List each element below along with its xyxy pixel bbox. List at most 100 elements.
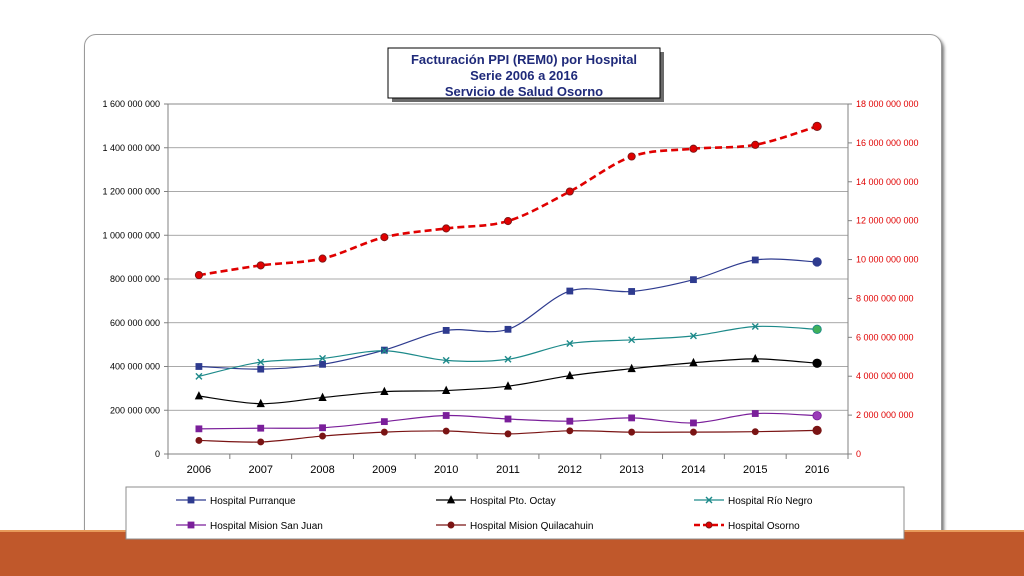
data-point-hospital-mision-san-juan: [628, 414, 636, 422]
right-tick-label: 6 000 000 000: [856, 332, 914, 342]
data-point-hospital-purranque: [751, 256, 759, 264]
series-line-hospital-osorno: [198, 125, 818, 277]
legend-marker-stroke: [705, 496, 713, 504]
right-tick-label: 4 000 000 000: [856, 371, 914, 381]
data-point-hospital-pto-octay: [751, 353, 760, 363]
data-point-hospital-mision-quilacahuin: [257, 438, 265, 446]
data-point-hospital-osorno: [503, 217, 513, 226]
data-point-hospital-mision-san-juan: [442, 412, 450, 419]
x-tick-label: 2012: [558, 464, 582, 476]
chart-title-line: Servicio de Salud Osorno: [445, 84, 603, 99]
data-point-hospital-rio-negro-stroke: [442, 356, 450, 364]
data-point-hospital-pto-octay: [256, 398, 265, 408]
legend: Hospital Purranque Hospital Pto. Octay Hos…: [125, 486, 905, 540]
data-point-hospital-purranque: [442, 327, 450, 334]
data-point-hospital-mision-quilacahuin: [442, 427, 450, 435]
chart-title-box: Facturación PPI (REM0) por HospitalSerie…: [387, 47, 664, 102]
data-point-hospital-osorno: [318, 254, 327, 263]
data-point-hospital-purranque: [195, 363, 203, 370]
data-point-hospital-osorno: [442, 224, 451, 233]
data-point-hospital-rio-negro-stroke: [319, 354, 327, 362]
data-point-hospital-rio-negro: [628, 336, 636, 344]
right-tick-label: 0: [856, 449, 861, 459]
data-point-hospital-mision-quilacahuin: [566, 427, 574, 435]
series-markers: [194, 121, 822, 446]
right-tick-label: 18 000 000 000: [856, 99, 919, 109]
data-point-hospital-pto-octay: [442, 385, 451, 394]
data-point-hospital-mision-san-juan: [751, 410, 759, 417]
left-axis-ticks: 0 200 000 000 400 000 000 600 000 000 800 00…: [102, 99, 168, 459]
data-point-hospital-rio-negro: [442, 356, 450, 364]
right-tick-label: 16 000 000 000: [856, 138, 919, 148]
data-point-hospital-rio-negro: [319, 354, 327, 362]
legend-label: Hospital Pto. Octay: [470, 496, 556, 507]
legend-label: Hospital Osorno: [728, 521, 800, 532]
data-point-hospital-osorno: [627, 152, 636, 161]
legend-label: Hospital Mision San Juan: [210, 521, 323, 532]
legend-marker: [447, 521, 455, 529]
data-point-hospital-purranque: [628, 288, 636, 295]
right-tick-label: 8 000 000 000: [856, 293, 914, 303]
data-point-hospital-osorno: [812, 121, 822, 132]
data-point-hospital-osorno: [256, 261, 265, 270]
gridlines: [168, 103, 848, 411]
x-axis-ticks: 2006 2007 2008 2009 2010 2011 2012 2013 2014 2015…: [167, 454, 849, 476]
data-point-hospital-rio-negro: [380, 347, 388, 355]
legend-item-hospital-pto-octay: Hospital Pto. Octay: [436, 495, 556, 507]
legend-marker: [187, 496, 195, 504]
data-point-hospital-mision-san-juan: [195, 425, 203, 433]
x-tick-label: 2006: [187, 464, 211, 476]
data-point-hospital-osorno: [380, 233, 389, 242]
right-axis-ticks: 0 2 000 000 000 4 000 000 000 6 000 000 000…: [848, 99, 919, 459]
left-tick-label: 1 600 000 000: [102, 99, 160, 109]
data-point-hospital-osorno: [751, 140, 760, 149]
data-point-hospital-mision-quilacahuin: [504, 430, 512, 438]
right-tick-label: 12 000 000 000: [856, 216, 919, 226]
data-point-hospital-mision-san-juan: [812, 411, 822, 421]
legend-label: Hospital Purranque: [210, 496, 296, 507]
left-tick-label: 200 000 000: [110, 405, 160, 415]
legend-box: [125, 486, 905, 540]
data-point-hospital-purranque: [504, 325, 512, 333]
right-tick-label: 14 000 000 000: [856, 177, 919, 187]
legend-item-hospital-purranque: Hospital Purranque: [176, 496, 296, 507]
data-point-hospital-rio-negro-stroke: [689, 332, 697, 340]
data-point-hospital-mision-quilacahuin: [628, 428, 636, 436]
data-point-hospital-mision-quilacahuin: [380, 428, 388, 436]
data-point-hospital-pto-octay: [689, 357, 698, 367]
data-point-hospital-pto-octay: [194, 391, 204, 400]
data-point-hospital-pto-octay: [812, 358, 822, 368]
x-tick-label: 2013: [619, 464, 643, 476]
data-point-hospital-rio-negro: [812, 324, 822, 334]
data-point-hospital-pto-octay: [380, 386, 389, 396]
data-point-hospital-rio-negro: [689, 332, 697, 340]
x-tick-label: 2015: [743, 464, 767, 476]
data-point-hospital-purranque: [257, 365, 265, 373]
legend-label: Hospital Río Negro: [728, 496, 813, 507]
x-tick-label: 2016: [805, 464, 829, 476]
data-point-hospital-mision-quilacahuin: [812, 425, 822, 436]
chart-title-line: Serie 2006 a 2016: [470, 68, 578, 83]
data-point-hospital-purranque: [690, 276, 697, 284]
legend-marker: [446, 495, 456, 504]
data-point-hospital-rio-negro-stroke: [751, 322, 759, 330]
legend-marker: [187, 521, 195, 529]
data-point-hospital-rio-negro: [566, 340, 574, 348]
legend-marker: [705, 521, 713, 529]
legend-item-hospital-mision-quilacahuin: Hospital Mision Quilacahuin: [436, 521, 593, 532]
data-point-hospital-mision-san-juan: [380, 418, 388, 426]
left-tick-label: 0: [155, 449, 160, 459]
x-tick-label: 2010: [434, 464, 458, 476]
right-tick-label: 10 000 000 000: [856, 255, 919, 265]
data-point-hospital-mision-quilacahuin: [690, 428, 697, 436]
left-tick-label: 600 000 000: [110, 318, 160, 328]
data-point-hospital-rio-negro: [195, 372, 203, 380]
data-point-hospital-rio-negro: [504, 355, 512, 363]
data-point-hospital-pto-octay: [318, 392, 327, 401]
data-point-hospital-mision-san-juan: [690, 419, 697, 427]
data-point-hospital-pto-octay: [565, 370, 574, 380]
x-tick-label: 2008: [310, 464, 334, 476]
data-point-hospital-mision-san-juan: [504, 415, 512, 423]
legend-item-hospital-mision-san-juan: Hospital Mision San Juan: [176, 521, 323, 532]
data-point-hospital-mision-quilacahuin: [751, 428, 759, 436]
